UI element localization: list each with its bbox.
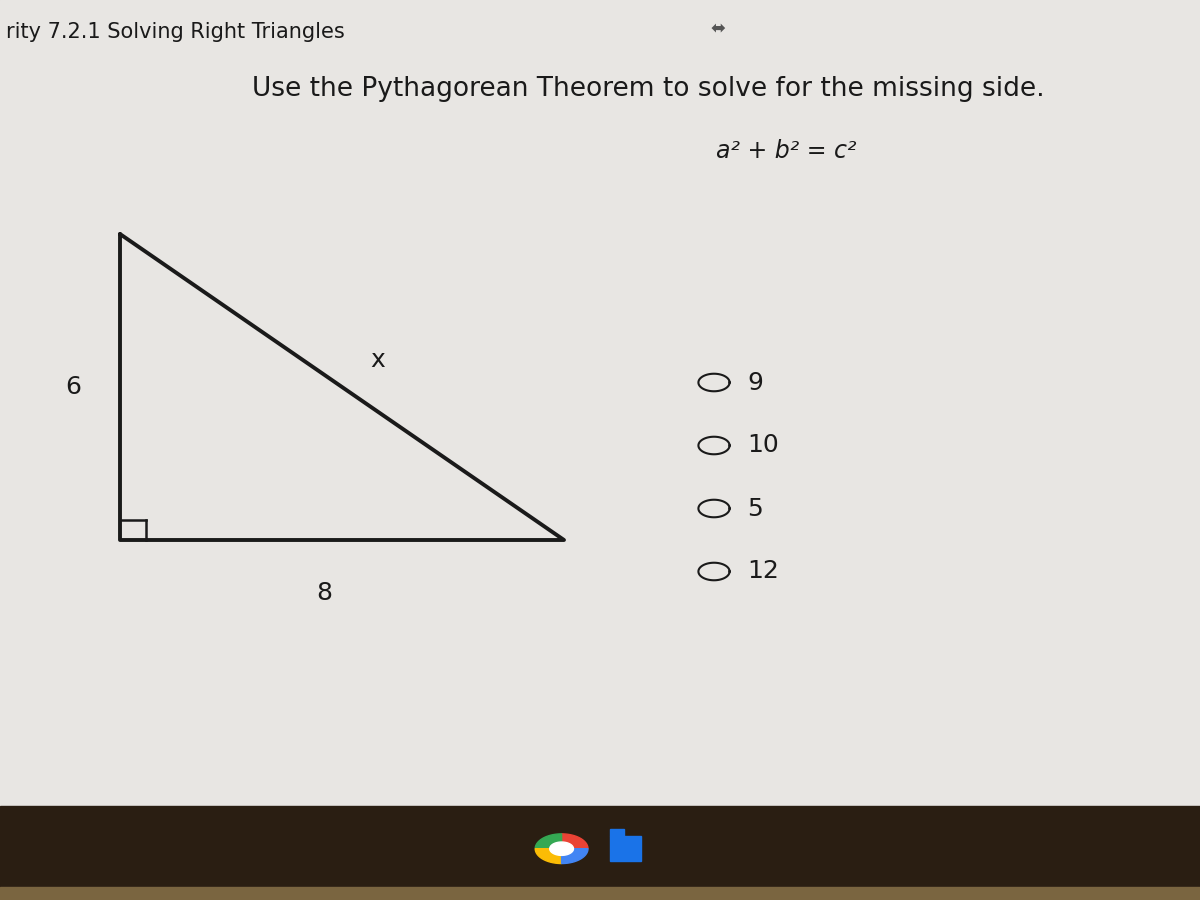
Text: 5: 5 (748, 497, 763, 520)
Text: 10: 10 (748, 434, 779, 457)
Polygon shape (535, 833, 562, 849)
Text: Use the Pythagorean Theorem to solve for the missing side.: Use the Pythagorean Theorem to solve for… (252, 76, 1044, 103)
Polygon shape (562, 849, 588, 864)
Bar (610, 829, 624, 836)
Text: x: x (371, 348, 385, 372)
Text: 6: 6 (66, 375, 82, 399)
Bar (610, 836, 641, 861)
Bar (0, 886, 1200, 900)
Text: 8: 8 (316, 580, 332, 605)
Text: a² + b² = c²: a² + b² = c² (715, 140, 857, 164)
Polygon shape (550, 842, 574, 855)
Bar (0, 0, 1200, 806)
Bar (0, 806, 1200, 900)
Text: 9: 9 (748, 371, 763, 394)
Polygon shape (562, 833, 588, 849)
Text: 12: 12 (748, 560, 780, 583)
Polygon shape (535, 849, 562, 864)
Text: ⬌: ⬌ (710, 20, 725, 38)
Text: rity 7.2.1 Solving Right Triangles: rity 7.2.1 Solving Right Triangles (6, 22, 344, 42)
